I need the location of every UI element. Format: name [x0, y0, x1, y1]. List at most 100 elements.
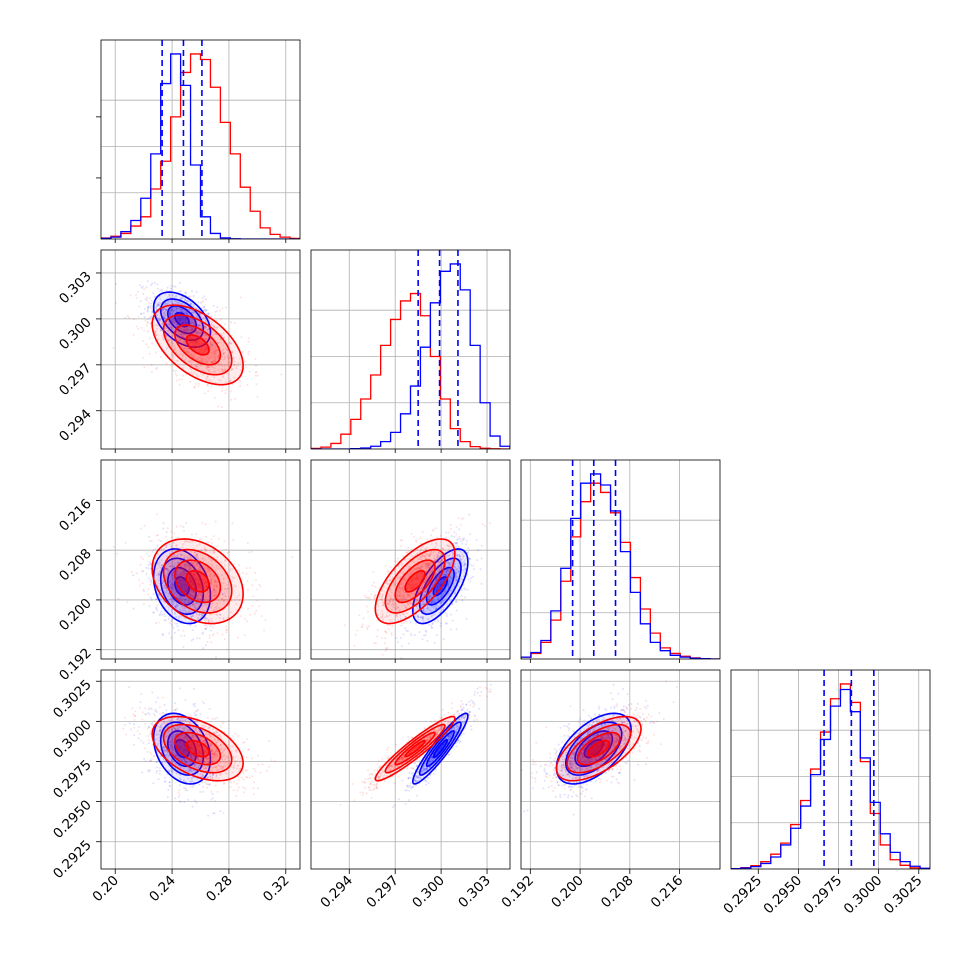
sample-point: [372, 571, 375, 573]
sample-point: [204, 309, 207, 312]
sample-point: [148, 352, 151, 355]
sample-point: [450, 562, 453, 565]
sample-point: [156, 303, 159, 306]
sample-point: [174, 294, 177, 297]
sample-point: [256, 588, 259, 591]
sample-point: [210, 342, 213, 345]
sample-point: [158, 573, 160, 576]
histogram-panel-1: [100, 39, 301, 240]
sample-point: [402, 578, 405, 581]
sample-point: [206, 592, 209, 595]
sample-point: [427, 564, 430, 567]
sample-point: [163, 780, 166, 783]
sample-point: [172, 309, 175, 312]
sample-point: [152, 713, 155, 715]
sample-point: [195, 601, 198, 604]
sample-point: [213, 359, 216, 362]
sample-point: [447, 579, 450, 582]
sample-point: [227, 363, 230, 366]
sample-point: [184, 572, 187, 575]
sample-point: [201, 632, 204, 635]
sample-point: [150, 283, 153, 286]
sample-point: [445, 562, 448, 565]
sample-point: [160, 288, 163, 291]
sample-point: [428, 595, 431, 598]
sample-point: [216, 613, 219, 616]
sample-point: [394, 583, 397, 586]
sample-point: [189, 329, 192, 332]
sample-point: [421, 600, 424, 603]
sample-point: [451, 555, 454, 558]
sample-point: [183, 602, 186, 605]
sample-point: [159, 728, 162, 731]
sample-point: [433, 613, 436, 616]
sample-point: [460, 594, 463, 597]
sample-point: [186, 300, 189, 303]
sample-point: [381, 595, 384, 597]
sample-point: [211, 361, 214, 364]
sample-point: [222, 347, 225, 350]
sample-point: [178, 300, 181, 303]
sample-point: [180, 572, 183, 575]
density-contour-red: [162, 548, 233, 614]
sample-point: [198, 324, 201, 327]
sample-point: [447, 569, 450, 572]
sample-point: [248, 551, 251, 554]
sample-point: [197, 568, 200, 571]
sample-point: [458, 535, 461, 538]
sample-point: [191, 540, 194, 543]
sample-point: [400, 597, 403, 600]
sample-point: [190, 780, 193, 783]
sample-point: [386, 647, 389, 650]
sample-point: [204, 334, 207, 337]
sample-point: [171, 574, 174, 577]
sample-point: [174, 347, 177, 350]
sample-point: [233, 364, 235, 367]
sample-point: [212, 551, 215, 554]
density-contour-red: [384, 548, 446, 614]
sample-point: [158, 730, 161, 733]
sample-point: [172, 541, 175, 544]
sample-point: [211, 626, 214, 628]
sample-point: [426, 546, 429, 549]
sample-point: [434, 605, 437, 608]
sample-point: [433, 605, 436, 608]
sample-point: [205, 312, 208, 315]
sample-point: [437, 575, 440, 578]
sample-point: [173, 591, 176, 594]
sample-point: [172, 329, 175, 332]
density-contour-red: [151, 304, 244, 386]
sample-point: [205, 375, 208, 378]
sample-point: [454, 592, 457, 595]
sample-point: [204, 627, 207, 630]
sample-point: [178, 617, 181, 620]
sample-point: [367, 596, 370, 599]
sample-point: [435, 580, 438, 582]
sample-point: [466, 551, 469, 554]
sample-point: [209, 625, 212, 627]
sample-point: [426, 565, 429, 568]
sample-point: [396, 560, 399, 563]
sample-point: [204, 781, 207, 784]
sample-point: [174, 605, 177, 608]
sample-point: [141, 771, 144, 774]
sample-point: [204, 523, 207, 526]
sample-point: [206, 618, 209, 621]
sample-point: [173, 559, 176, 561]
sample-point: [374, 585, 377, 588]
sample-point: [386, 603, 389, 606]
sample-point: [197, 383, 200, 385]
sample-point: [161, 337, 164, 339]
sample-point: [210, 565, 213, 567]
sample-point: [276, 598, 278, 601]
sample-point: [168, 770, 171, 773]
sample-point: [182, 329, 185, 332]
sample-point: [227, 357, 230, 360]
sample-point: [203, 545, 206, 548]
sample-point: [190, 561, 193, 564]
sample-point: [386, 615, 389, 618]
sample-point: [150, 299, 153, 302]
sample-point: [176, 570, 179, 573]
sample-point: [232, 539, 235, 541]
panel-plot-area: [731, 670, 930, 869]
